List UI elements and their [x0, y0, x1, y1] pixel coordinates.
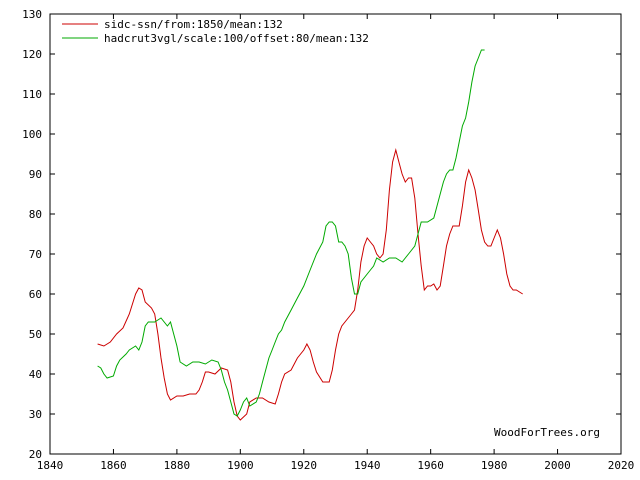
- series-lines: [97, 49, 523, 421]
- series-line-2: [97, 49, 485, 417]
- x-tick-label: 1940: [354, 459, 381, 472]
- x-tick-label: 1900: [227, 459, 254, 472]
- x-tick-label: 1920: [291, 459, 318, 472]
- x-tick-label: 1840: [37, 459, 64, 472]
- y-tick-label: 120: [22, 48, 42, 61]
- y-tick-label: 100: [22, 128, 42, 141]
- y-tick-label: 40: [29, 368, 42, 381]
- x-tick-label: 1880: [164, 459, 191, 472]
- series-line-1: [97, 148, 523, 421]
- watermark: WoodForTrees.org: [494, 426, 600, 439]
- x-tick-label: 2020: [608, 459, 635, 472]
- axis-ticks: 1840 1860 1880 1900 1920 1940 1960 1980 2000 2020…: [22, 8, 634, 472]
- x-tick-label: 1860: [100, 459, 127, 472]
- y-tick-label: 30: [29, 408, 42, 421]
- y-tick-label: 130: [22, 8, 42, 21]
- x-tick-label: 1980: [481, 459, 508, 472]
- y-tick-label: 20: [29, 448, 42, 461]
- x-tick-label: 1960: [417, 459, 444, 472]
- legend-label-2: hadcrut3vgl/scale:100/offset:80/mean:132: [104, 32, 369, 45]
- y-tick-label: 70: [29, 248, 42, 261]
- y-tick-label: 90: [29, 168, 42, 181]
- legend-label-1: sidc-ssn/from:1850/mean:132: [104, 18, 283, 31]
- y-tick-label: 110: [22, 88, 42, 101]
- y-tick-label: 80: [29, 208, 42, 221]
- y-tick-label: 50: [29, 328, 42, 341]
- plot-frame: [49, 13, 622, 455]
- x-tick-label: 2000: [544, 459, 571, 472]
- legend: sidc-ssn/from:1850/mean:132hadcrut3vgl/s…: [62, 18, 369, 45]
- y-tick-label: 60: [29, 288, 42, 301]
